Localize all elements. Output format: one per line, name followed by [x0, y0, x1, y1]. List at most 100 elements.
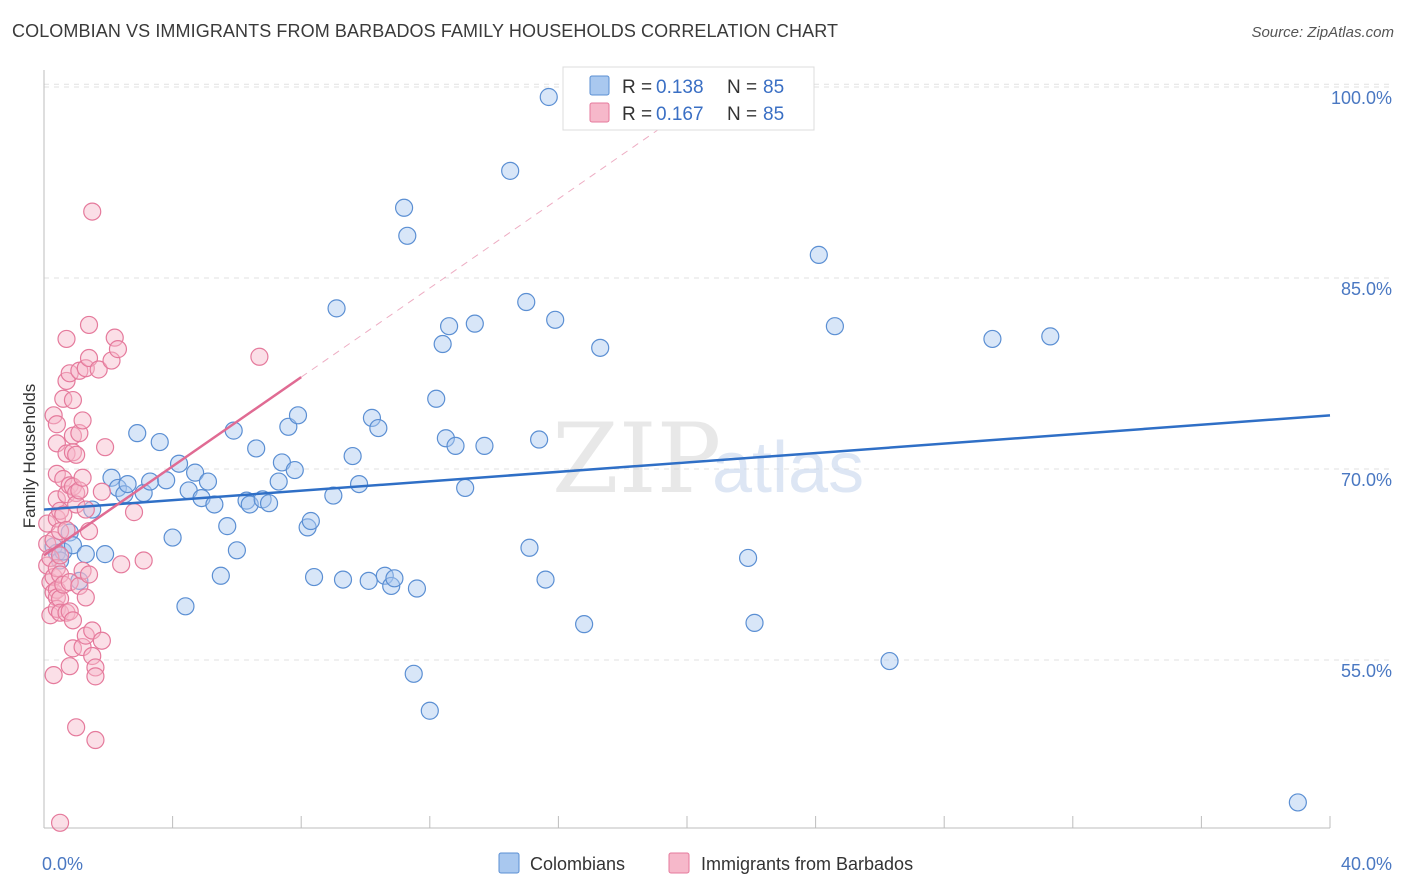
barbados-trend-extension — [300, 109, 688, 378]
barbados-point — [79, 565, 99, 584]
colombian-point — [433, 334, 452, 354]
barbados-point — [76, 359, 95, 378]
colombian-point — [102, 468, 121, 487]
colombian-point — [211, 566, 230, 585]
chart-title: COLOMBIAN VS IMMIGRANTS FROM BARBADOS FA… — [12, 21, 839, 41]
legend-n-label-1: N = — [727, 77, 757, 98]
colombian-point — [1288, 793, 1307, 812]
barbados-point — [83, 202, 102, 221]
x-tick-labels: 0.0% 40.0% — [42, 854, 1392, 874]
colombian-point — [327, 299, 346, 318]
colombian-point — [530, 430, 549, 449]
x-tick-label: 40.0% — [1341, 854, 1392, 874]
bottom-legend-colombians: Colombians — [530, 854, 625, 874]
watermark-zip: ZIP — [552, 403, 721, 515]
barbados-point — [108, 340, 128, 359]
y-tick-label: 70.0% — [1341, 470, 1392, 490]
barbados-point — [54, 505, 73, 524]
colombian-point — [465, 314, 484, 333]
colombian-point — [259, 494, 279, 513]
colombian-point — [983, 329, 1002, 349]
barbados-point — [102, 351, 121, 370]
correlation-legend: R = 0.138 N = 85 R = 0.167 N = 85 — [562, 66, 815, 131]
colombian-point — [475, 436, 494, 455]
colombian-point — [456, 478, 475, 498]
barbados-point — [76, 500, 95, 519]
colombian-point — [501, 161, 520, 180]
legend-n-value-1: 85 — [763, 77, 784, 98]
barbados-point — [50, 565, 70, 584]
colombian-point — [227, 541, 246, 560]
colombian-point — [288, 406, 308, 425]
colombian-point — [1041, 327, 1060, 346]
barbados-point — [134, 551, 153, 570]
series-legend: Colombians Immigrants from Barbados — [498, 852, 913, 874]
barbados-point — [67, 718, 86, 737]
colombian-point — [738, 548, 758, 568]
colombian-point — [385, 569, 404, 588]
colombian-point — [404, 664, 423, 683]
x-tick-label: 0.0% — [42, 854, 83, 874]
colombian-point — [324, 486, 343, 505]
barbados-point — [67, 445, 86, 464]
watermark-atlas: atlas — [712, 428, 864, 508]
colombian-point — [398, 226, 417, 245]
colombian-point — [247, 439, 266, 458]
barbados-point — [54, 389, 73, 408]
colombian-point — [304, 567, 324, 587]
colombian-point — [128, 424, 147, 443]
bottom-legend-barbados: Immigrants from Barbados — [701, 854, 913, 874]
colombian-point — [369, 418, 388, 438]
barbados-point — [73, 468, 92, 487]
legend-swatch-colombians — [589, 75, 610, 96]
colombian-point — [176, 597, 195, 616]
y-tick-label: 85.0% — [1341, 279, 1392, 299]
gridlines — [44, 83, 1392, 661]
colombian-point — [539, 87, 558, 107]
y-tick-labels: 55.0% 70.0% 85.0% 100.0% — [1331, 88, 1392, 681]
legend-r-value-2: 0.167 — [656, 104, 704, 125]
barbados-point — [86, 730, 105, 750]
barbados-point — [250, 347, 269, 366]
barbados-point — [92, 482, 111, 501]
barbados-point — [83, 646, 102, 666]
colombian-point — [301, 511, 320, 531]
colombian-point — [333, 570, 353, 589]
legend-n-label-2: N = — [727, 104, 757, 125]
colombian-point — [118, 474, 137, 494]
colombian-point — [809, 245, 828, 264]
colombian-point — [186, 463, 205, 482]
colombian-point — [407, 579, 427, 598]
barbados-point — [57, 444, 76, 463]
y-tick-label: 55.0% — [1341, 661, 1392, 681]
colombian-point — [520, 538, 539, 557]
barbados-point — [47, 415, 66, 434]
colombian-point — [446, 436, 465, 455]
barbados-point — [63, 443, 83, 462]
colombian-point — [880, 651, 899, 671]
colombian-point — [362, 408, 382, 427]
colombian-point — [439, 317, 459, 336]
trend-lines — [300, 109, 688, 378]
colombian-point — [394, 198, 414, 217]
colombian-point — [591, 338, 610, 357]
colombian-point — [536, 570, 555, 589]
legend-r-value-1: 0.138 — [656, 77, 704, 98]
colombian-point — [745, 613, 764, 632]
colombian-point — [343, 446, 362, 466]
axes — [43, 70, 1331, 829]
barbados-point — [63, 390, 83, 410]
colombians-points — [44, 87, 1307, 812]
barbados-point — [79, 315, 99, 335]
barbados-point — [60, 573, 79, 592]
colombian-point — [420, 701, 439, 720]
colombians-trend-line — [43, 414, 1331, 511]
colombian-point — [349, 474, 369, 494]
watermark: ZIP atlas — [552, 403, 864, 515]
colombian-point — [285, 460, 304, 480]
colombian-point — [436, 429, 455, 448]
barbados-point — [86, 667, 105, 686]
colombian-point — [575, 615, 594, 634]
y-axis-label: Family Households — [20, 384, 39, 529]
